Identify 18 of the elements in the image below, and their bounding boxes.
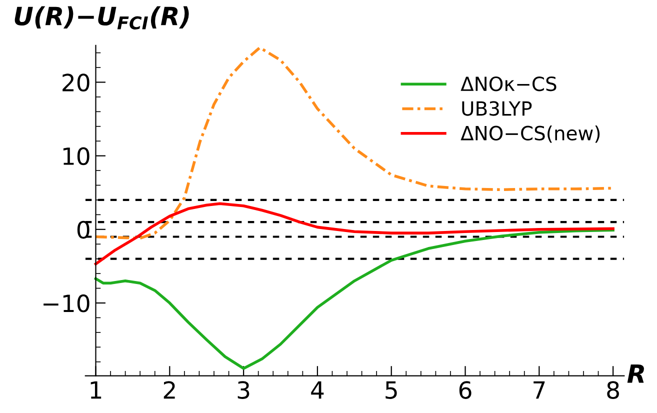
legend-label: ΔNOκ−CS (460, 76, 556, 92)
legend-label: UB3LYP (462, 101, 532, 116)
legend-label: ΔNO−CS(new) (460, 125, 600, 143)
x-tick-label: 7 (534, 381, 545, 399)
x-tick-label: 8 (607, 381, 619, 399)
x-tick-label: 3 (238, 381, 250, 399)
y-tick-label: 20 (62, 74, 90, 92)
x-axis-title: R (627, 364, 644, 383)
line-series (94, 228, 614, 370)
x-tick-label: 6 (459, 381, 472, 399)
x-tick-label: 2 (164, 381, 175, 399)
y-tick-label: 10 (63, 147, 90, 166)
x-tick-label: 1 (90, 381, 102, 399)
y-tick-label: −10 (44, 294, 90, 312)
x-tick-label: 5 (386, 381, 397, 399)
y-axis-title: U(R)−U$_{FCI}$(R) (14, 6, 189, 30)
x-tick-label: 4 (311, 381, 324, 399)
line-series (94, 202, 614, 266)
